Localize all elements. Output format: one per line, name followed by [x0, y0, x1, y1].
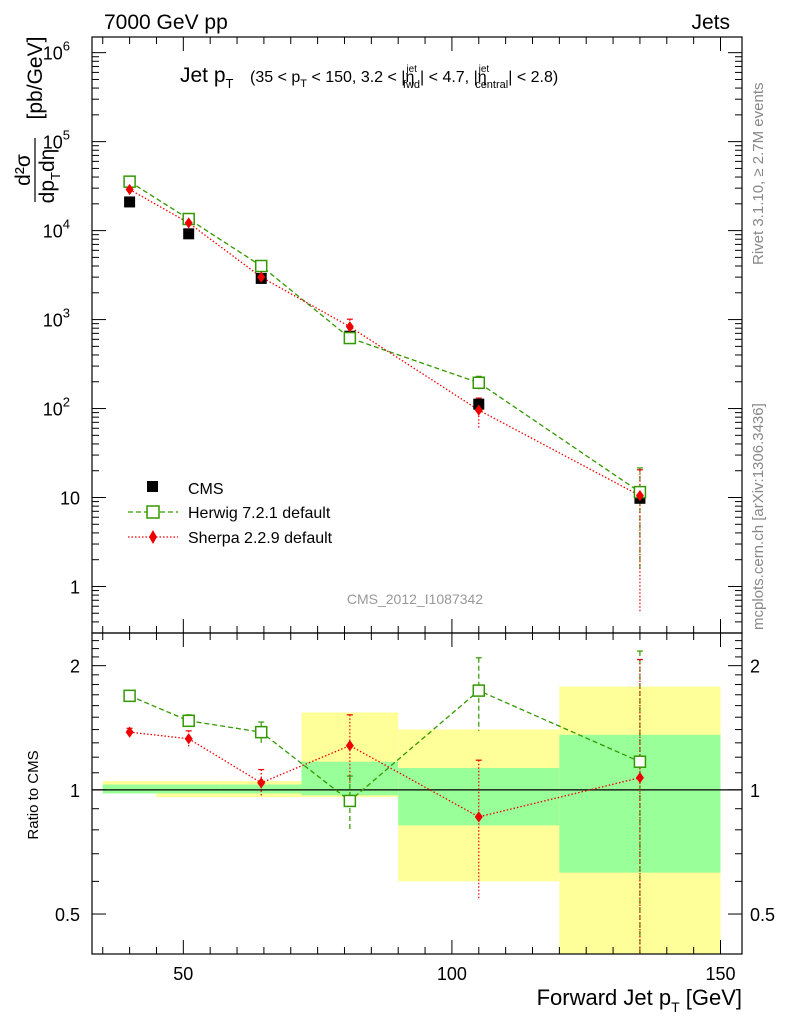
sherpa-ratio-point-4 [474, 811, 483, 823]
sherpa-ratio-point-1 [184, 733, 193, 745]
herwig-point-3 [343, 331, 357, 345]
x-axis-label: Forward Jet pT [GeV] [537, 985, 742, 1015]
sherpa-line-main [129, 188, 641, 497]
sherpa-point-4 [474, 404, 483, 416]
header-right: Jets [691, 11, 730, 34]
y-tick-label-main: 1 [70, 577, 80, 597]
y-tick-label-main: 106 [43, 39, 70, 64]
title-central-sub: central [475, 79, 508, 91]
legend-label-cms: CMS [188, 481, 224, 498]
title-range-4: | < 2.8) [508, 69, 558, 86]
main-y-axis-label: d²σ dpTdη [pb/GeV] [12, 37, 63, 204]
title-range-2: < 150, 3.2 < |η [307, 69, 414, 86]
sherpa-point-0 [125, 183, 134, 196]
title-main-sub: T [226, 76, 234, 91]
data-marks [123, 175, 647, 954]
y-tick-label-ratio: 1 [70, 781, 80, 801]
title-range-3: | < 4.7, |η [420, 69, 487, 86]
mcplots-label: mcplots.cern.ch [arXiv:1306.3436] [750, 403, 767, 630]
title-central-sup: jet [478, 64, 490, 75]
herwig-point-4 [472, 376, 486, 389]
legend-marker-herwig [146, 505, 160, 519]
y-tick-label-main: 105 [43, 128, 70, 153]
svg-text:Jet pT: Jet pT [180, 64, 234, 91]
x-tick-label: 50 [173, 964, 193, 984]
herwig-ratio-point-5 [633, 755, 647, 768]
legend-marker-cms [147, 481, 158, 492]
axis-ticks: 50 100 150 1 10 102 103 104 105 106 0.5 0.5 1 1 2 2 [43, 37, 775, 984]
y-label-dp: dp [36, 180, 59, 203]
sherpa-point-3 [345, 321, 354, 333]
y-label-numerator: d²σ [12, 154, 35, 186]
y-tick-label-ratio: 0.5 [55, 905, 80, 925]
plot-title: Jet pT (35 < pT < 150, 3.2 < |ηjet fwd| <… [180, 64, 558, 91]
ratio-band-inner-1 [156, 784, 221, 794]
y-tick-label-main: 10 [60, 489, 80, 509]
title-main: Jet p [180, 64, 226, 87]
herwig-ratio-point-1 [182, 714, 195, 728]
ratio-plot-frame [91, 632, 743, 955]
sherpa-ratio-point-3 [345, 740, 354, 752]
sherpa-ratio-point-2 [257, 777, 266, 789]
cms-point-1 [183, 228, 195, 240]
sherpa-line-ratio [129, 731, 641, 818]
sherpa-point-5 [635, 490, 644, 502]
y-label-dp-sub: T [48, 172, 63, 180]
title-fwd-sup: jet [405, 64, 417, 75]
herwig-ratio-point-4 [472, 684, 486, 697]
y-tick-label-main: 104 [43, 217, 70, 242]
y-label-deta: dη [36, 149, 59, 172]
herwig-line-ratio [129, 689, 641, 802]
herwig-line-main [129, 181, 641, 493]
y-tick-label-main: 103 [43, 306, 70, 331]
ratio-band-inner-0 [102, 784, 157, 794]
y-tick-label-ratio: 2 [70, 657, 80, 677]
herwig-ratio-point-2 [254, 725, 268, 739]
y-tick-label-ratio-right: 2 [750, 657, 760, 677]
rivet-label: Rivet 3.1.10, ≥ 2.7M events [750, 83, 767, 266]
x-tick-label: 100 [437, 964, 467, 984]
legend-marker-sherpa [149, 530, 157, 544]
sherpa-ratio-point-0 [125, 726, 134, 738]
herwig-ratio-point-3 [343, 794, 357, 808]
title-range-sub: T [300, 78, 307, 90]
cms-point-4 [473, 398, 485, 410]
ratio-band-inner-2 [220, 784, 302, 794]
legend: CMS Herwig 7.2.1 default Sherpa 2.2.9 de… [128, 481, 333, 547]
title-fwd-sub: fwd [403, 79, 420, 91]
y-tick-label-ratio-right: 1 [750, 781, 760, 801]
ratio-uncertainty-bands [102, 686, 721, 954]
ratio-y-axis-label: Ratio to CMS [25, 750, 42, 839]
svg-text:dpTdη: dpTdη [36, 149, 63, 204]
x-tick-label: 150 [705, 964, 735, 984]
sherpa-point-2 [257, 271, 266, 283]
legend-label-sherpa: Sherpa 2.2.9 default [188, 530, 333, 547]
y-label-unit: [pb/GeV] [24, 37, 47, 120]
sherpa-point-1 [184, 217, 193, 229]
title-range: (35 < p [250, 69, 300, 86]
cms-point-0 [124, 196, 136, 208]
y-tick-label-ratio-right: 0.5 [750, 905, 775, 925]
y-tick-label-main: 102 [43, 395, 70, 420]
header-left: 7000 GeV pp [104, 11, 228, 34]
sherpa-ratio-point-5 [635, 772, 644, 784]
herwig-point-2 [254, 259, 268, 273]
legend-label-herwig: Herwig 7.2.1 default [188, 505, 331, 522]
analysis-watermark: CMS_2012_I1087342 [347, 591, 483, 607]
herwig-ratio-point-0 [123, 689, 136, 703]
